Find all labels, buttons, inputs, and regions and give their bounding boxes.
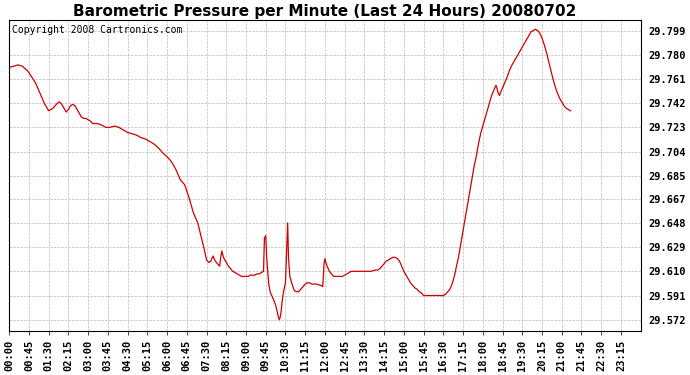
Text: Copyright 2008 Cartronics.com: Copyright 2008 Cartronics.com <box>12 25 183 35</box>
Title: Barometric Pressure per Minute (Last 24 Hours) 20080702: Barometric Pressure per Minute (Last 24 … <box>73 4 577 19</box>
